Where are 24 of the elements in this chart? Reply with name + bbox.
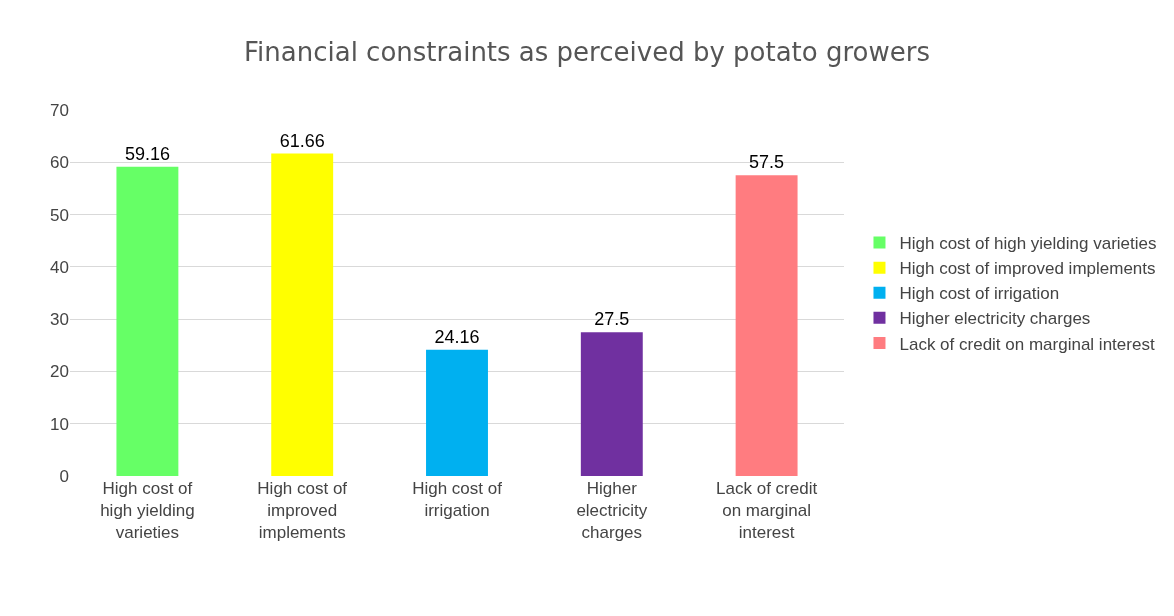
y-tick-label: 0: [59, 466, 69, 486]
legend-label: Higher electricity charges: [899, 309, 1091, 329]
legend-label: High cost of high yielding varieties: [899, 234, 1157, 254]
y-tick-label: 50: [50, 205, 69, 225]
y-tick-label: 10: [50, 414, 69, 434]
legend-label: High cost of improved implements: [899, 259, 1156, 279]
data-label: 59.16: [124, 143, 170, 164]
legend-label: High cost of irrigation: [899, 284, 1060, 304]
y-tick-label: 30: [50, 310, 69, 330]
y-tick-label: 60: [50, 153, 69, 173]
y-tick-label: 20: [50, 362, 69, 382]
x-tick-label: High cost of high yielding varieties: [100, 479, 195, 543]
x-tick-label: High cost of improved implements: [257, 479, 348, 543]
data-label: 61.66: [279, 130, 325, 151]
x-tick-label: Lack of credit on marginal interest: [716, 479, 818, 543]
y-tick-label: 70: [50, 100, 69, 120]
x-tick-label: High cost of irrigation: [412, 479, 503, 521]
y-tick-label: 40: [50, 257, 69, 277]
data-label: 24.16: [434, 326, 480, 347]
data-label: 57.5: [749, 152, 785, 173]
x-tick-label: Higher electricity charges: [576, 479, 648, 543]
legend-label: Lack of credit on marginal interest: [899, 334, 1155, 354]
data-label: 27.5: [594, 309, 630, 330]
chart-title: Financial constraints as perceived by potato growers: [244, 37, 930, 68]
